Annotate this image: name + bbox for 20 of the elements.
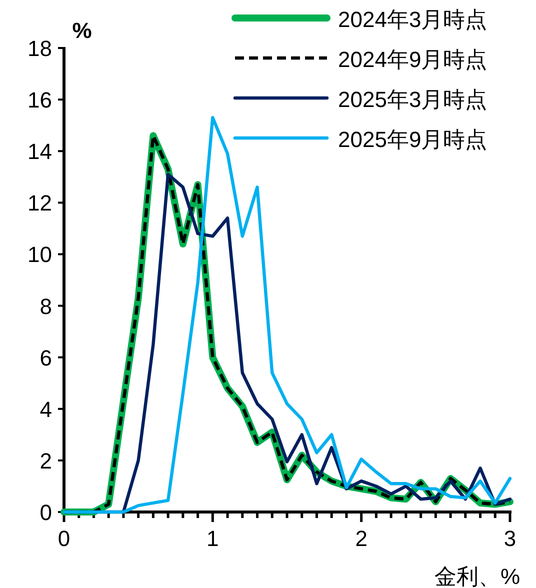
y-tick-label: 16 [28,88,52,113]
x-tick-label: 1 [206,526,219,551]
x-tick-label: 2 [355,526,368,551]
y-tick-label: 10 [28,242,52,268]
y-tick-label: 0 [40,500,52,525]
y-tick-label: 6 [40,345,52,370]
legend-label: 2025年9月時点 [338,127,488,152]
y-tick-label: 14 [28,139,52,164]
legend-label: 2025年3月時点 [338,87,488,112]
y-tick-label: 12 [28,190,52,216]
legend-label: 2024年9月時点 [338,47,488,72]
x-axis-title: 金利、% [434,564,520,588]
y-axis-title: % [72,18,92,43]
legend-label: 2024年3月時点 [338,7,488,32]
x-tick-label: 3 [504,526,516,551]
y-tick-label: 18 [28,36,52,61]
x-tick-label: 0 [58,526,70,551]
y-tick-label: 2 [40,448,52,474]
y-tick-label: 8 [40,294,52,319]
y-tick-label: 4 [40,396,52,422]
